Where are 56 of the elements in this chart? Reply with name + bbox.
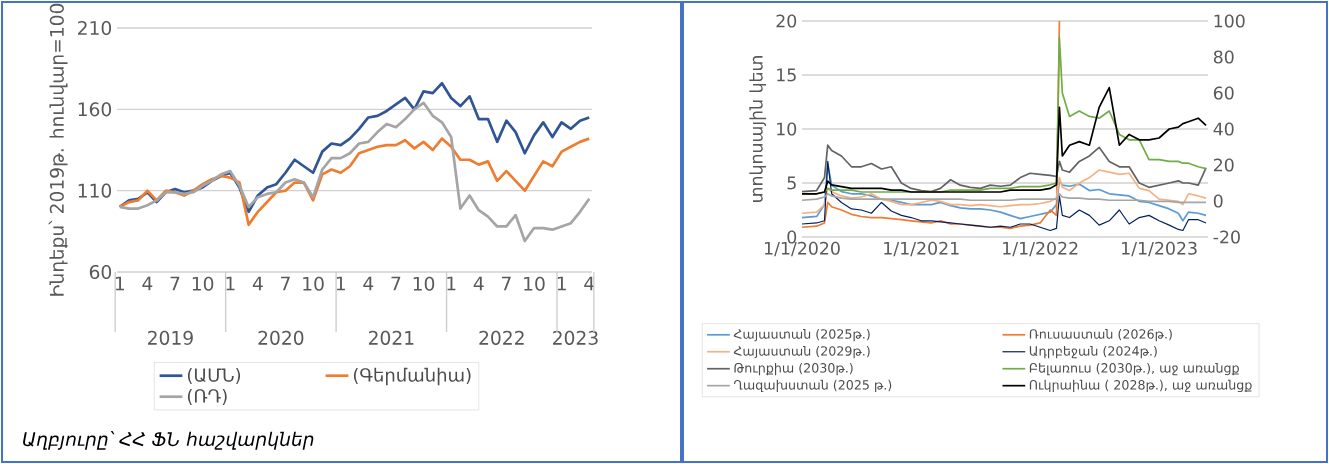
x-tick-label: 1/1/2023 (1122, 241, 1197, 257)
legend-label: Բելառուս (2030թ.), աջ առանցք (1029, 362, 1239, 376)
x-tick-label: 4 (252, 276, 263, 291)
x-tick-label: 1 (336, 276, 345, 291)
line-series (118, 101, 591, 243)
x-tick-label: 4 (142, 276, 153, 291)
x-tick-label: 10 (303, 276, 324, 291)
legend-label: Ղազախստան (2025 թ.) (733, 379, 892, 393)
y-tick-label: 160 (78, 102, 112, 117)
y2-tick-label: 40 (1213, 122, 1234, 136)
x-tick-label: 10 (192, 276, 214, 291)
x-tick-label: 1/1/2021 (884, 241, 959, 257)
legend-label: (Գերմանիա) (353, 367, 471, 386)
y2-tick-label: 80 (1213, 50, 1234, 64)
x-tick-label: 1 (226, 276, 235, 291)
x-tick-label: 1/1/2022 (1003, 241, 1078, 257)
x-tick-label: 7 (501, 276, 511, 291)
x-tick-label: 4 (363, 276, 374, 291)
x-tick-label: 7 (281, 276, 290, 291)
legend-label: Ուկրաինա ( 2028թ.), աջ առանցք (1029, 379, 1252, 393)
legend-label: Հայաստան (2029թ.) (733, 345, 870, 359)
legend-label: (ՌԴ) (187, 388, 227, 405)
y2-tick-label: 0 (1213, 194, 1223, 208)
x-tick-label: 4 (473, 276, 484, 291)
legend-label: Ռուսաստան (2026թ.) (1029, 328, 1172, 342)
text: 2023 (553, 330, 598, 345)
x-tick-label: 1 (115, 276, 124, 291)
text: 2020 (258, 330, 304, 345)
y-axis-title: տոկոսային կետ (749, 56, 767, 202)
y-tick-label: 5 (787, 176, 796, 190)
text: 2019 (148, 330, 193, 345)
text: Աղբյուրը՝ ՀՀ ՖՆ հաշվարկներ (23, 430, 314, 450)
x-tick-label: 1 (557, 276, 566, 291)
y-tick-label: 110 (78, 183, 112, 198)
x-tick-label: 1 (447, 276, 456, 291)
y2-tick-label: 100 (1214, 14, 1245, 28)
x-tick-label: 10 (524, 276, 545, 291)
y2-tick-label: 20 (1213, 158, 1234, 172)
y-tick-label: 60 (89, 264, 112, 280)
y-tick-label: 10 (777, 122, 797, 136)
x-tick-label: 4 (584, 276, 595, 291)
x-tick-label: 7 (391, 276, 401, 291)
legend-label: Հայաստան (2025թ.) (733, 328, 870, 342)
text: 2022 (479, 330, 524, 345)
x-tick-label: 7 (170, 276, 180, 291)
y-tick-label: 210 (78, 20, 112, 36)
y-tick-label: 15 (777, 68, 796, 82)
legend-label: Թուրքիա (2030թ.) (734, 362, 853, 376)
legend-label: Ադրբեջան (2024թ.) (1029, 345, 1157, 359)
x-tick-label: 10 (413, 276, 435, 291)
legend-label: (ԱՄՆ) (187, 367, 241, 384)
y-tick-label: 20 (776, 14, 797, 28)
y2-tick-label: 60 (1213, 86, 1234, 100)
text: 2021 (368, 330, 414, 345)
y2-tick-label: -20 (1213, 230, 1240, 244)
y-axis-title: Ինդեքս՝ 2019թ. հունվար=100 (48, 3, 68, 296)
